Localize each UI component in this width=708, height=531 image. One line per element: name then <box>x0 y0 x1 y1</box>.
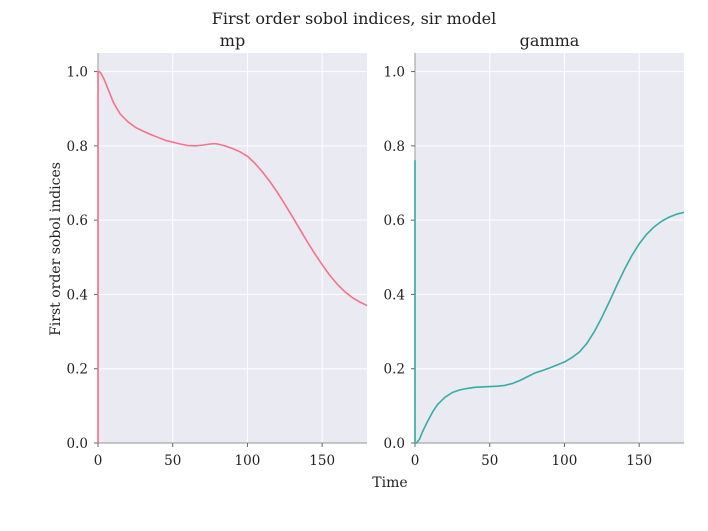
y-tick-label-mp-3: 0.6 <box>67 213 88 229</box>
x-tick-label-mp-2: 100 <box>235 453 261 469</box>
x-tick-label-gamma-1: 50 <box>481 453 498 469</box>
x-tick-label-mp-3: 150 <box>309 453 335 469</box>
plot-area-gamma <box>415 53 684 443</box>
x-axis-label: Time <box>372 475 407 491</box>
series-line-gamma-0 <box>414 159 685 444</box>
x-tick-label-mp-1: 50 <box>164 453 181 469</box>
x-tick-label-gamma-2: 100 <box>552 453 578 469</box>
series-line-mp-0 <box>97 70 368 443</box>
y-tick-label-gamma-4: 0.8 <box>384 139 405 155</box>
ticks-gamma: 0 50 100 150 0.0 0.2 0.4 0.6 0.8 1.0 <box>384 65 653 469</box>
y-tick-label-gamma-0: 0.0 <box>384 436 405 452</box>
y-tick-label-gamma-3: 0.6 <box>384 213 405 229</box>
y-tick-label-mp-2: 0.4 <box>67 287 88 303</box>
y-tick-label-mp-5: 1.0 <box>67 65 88 81</box>
x-tick-label-mp-0: 0 <box>94 453 103 469</box>
panel-mp: 0 50 100 150 0.0 0.2 0.4 0.6 0.8 1.0 mp <box>67 31 368 469</box>
y-tick-label-mp-4: 0.8 <box>67 139 88 155</box>
series-layer-gamma <box>414 159 685 444</box>
panel-title-gamma: gamma <box>520 31 580 50</box>
plot-area-mp <box>98 53 367 443</box>
panel-title-mp: mp <box>220 31 245 50</box>
series-layer-mp <box>97 70 368 443</box>
y-tick-label-gamma-1: 0.2 <box>384 362 405 378</box>
y-tick-label-mp-1: 0.2 <box>67 362 88 378</box>
figure-suptitle: First order sobol indices, sir model <box>212 9 497 28</box>
y-tick-label-gamma-2: 0.4 <box>384 287 405 303</box>
x-tick-label-gamma-3: 150 <box>626 453 652 469</box>
x-tick-label-gamma-0: 0 <box>411 453 420 469</box>
y-tick-label-gamma-5: 1.0 <box>384 65 405 81</box>
panel-gamma: 0 50 100 150 0.0 0.2 0.4 0.6 0.8 1.0 gamma <box>384 31 685 469</box>
y-tick-label-mp-0: 0.0 <box>67 436 88 452</box>
ticks-mp: 0 50 100 150 0.0 0.2 0.4 0.6 0.8 1.0 <box>67 65 336 469</box>
y-axis-label: First order sobol indices <box>48 162 64 336</box>
